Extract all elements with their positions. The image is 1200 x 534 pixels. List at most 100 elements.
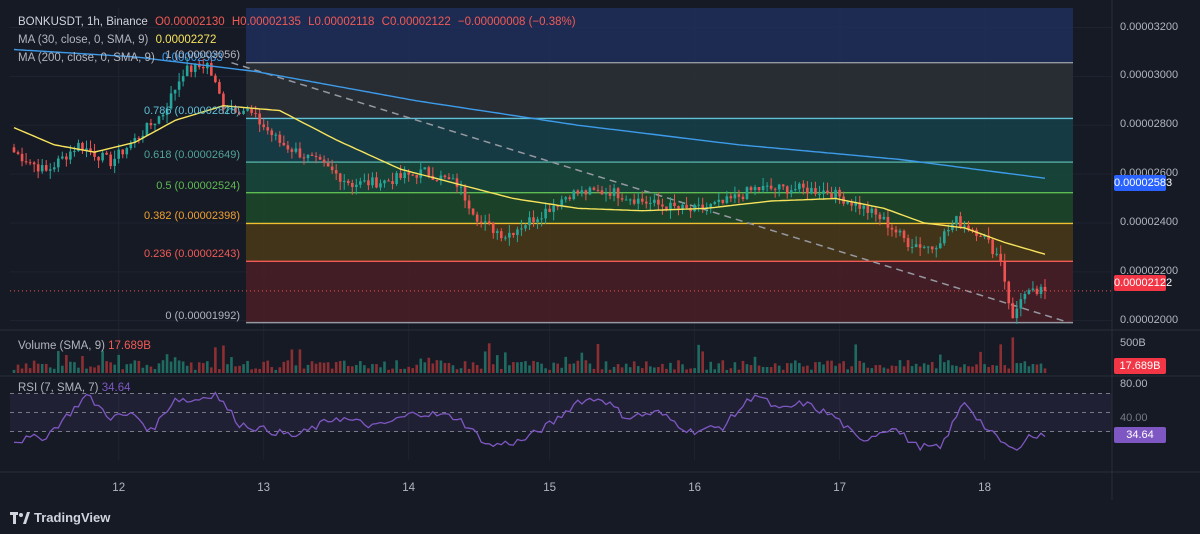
date-tick-0: 12: [112, 482, 126, 494]
volume-bar: [926, 364, 930, 373]
candle-body: [620, 198, 624, 200]
volume-bar: [649, 366, 652, 373]
candle-body: [701, 204, 704, 209]
volume-bar: [576, 360, 580, 373]
volume-value: 17.689B: [108, 340, 151, 352]
fib-label-4: 0.382 (0.00002398): [143, 210, 240, 223]
candle-body: [943, 231, 946, 244]
candle-body: [387, 180, 390, 182]
volume-bar: [733, 362, 737, 373]
volume-bar: [121, 369, 125, 373]
volume-bar: [914, 363, 918, 373]
candle-body: [894, 229, 898, 233]
volume-bar: [951, 365, 954, 373]
candle-body: [608, 192, 612, 196]
candle-body: [898, 230, 902, 233]
candle-body: [685, 204, 688, 209]
candle-body: [657, 199, 660, 205]
fib-zone-top: [246, 8, 1073, 63]
candle-body: [653, 199, 656, 203]
volume-bar: [371, 364, 374, 373]
candle-body: [157, 116, 161, 124]
candle-body: [983, 235, 986, 237]
volume-bar: [564, 356, 568, 373]
candle-body: [721, 199, 725, 203]
candle-body: [636, 198, 640, 204]
candle-body: [556, 205, 559, 207]
volume-bar: [959, 367, 962, 373]
volume-bar: [810, 369, 813, 373]
candle-body: [435, 179, 439, 181]
candle-body: [858, 202, 862, 209]
candle-body: [628, 199, 632, 201]
candle-body: [350, 183, 354, 188]
candle-body: [129, 143, 133, 149]
candle-body: [918, 244, 922, 248]
candle-body: [65, 156, 68, 160]
volume-bar: [459, 368, 463, 373]
candle-body: [77, 142, 80, 152]
candle-body: [57, 158, 60, 168]
candle-body: [830, 193, 833, 199]
volume-bar: [971, 366, 974, 373]
candle-body: [1035, 288, 1039, 294]
candle-body: [604, 192, 608, 195]
candle-body: [379, 183, 382, 188]
volume-bar: [214, 347, 217, 373]
volume-bar: [604, 361, 608, 373]
volume-bar: [995, 365, 998, 373]
volume-bar: [197, 362, 201, 373]
candle-body: [644, 201, 648, 204]
volume-bar: [57, 351, 60, 373]
candle-body: [540, 218, 543, 220]
volume-bar: [846, 369, 849, 373]
volume-bar: [802, 366, 805, 373]
candle-body: [640, 198, 644, 202]
candle-body: [552, 205, 555, 212]
candle-body: [729, 196, 733, 199]
volume-bar: [161, 360, 165, 373]
volume-bar: [636, 366, 640, 373]
volume-bar: [842, 361, 845, 373]
volume-bar: [1043, 368, 1047, 373]
candle-body: [520, 228, 523, 230]
volume-bar: [749, 365, 753, 373]
candle-body: [93, 151, 96, 157]
fib-zone-4: [246, 223, 1073, 262]
price-tick-6: 0.00002000: [1120, 313, 1179, 326]
candle-body: [330, 166, 334, 171]
candle-body: [338, 173, 342, 182]
candle-body: [169, 93, 173, 109]
candle-body: [773, 188, 777, 190]
candle-body: [399, 173, 402, 179]
candle-body: [834, 189, 837, 199]
candle-body: [661, 204, 664, 207]
candle-body: [854, 202, 858, 206]
moving-averages: [13, 48, 1046, 255]
volume-bar: [665, 368, 668, 373]
volume-bar: [705, 369, 709, 373]
rsi-line: [13, 391, 1046, 452]
candle-body: [258, 113, 261, 125]
volume-bar: [125, 364, 129, 373]
candle-body: [314, 155, 318, 157]
volume-bar: [326, 362, 330, 373]
volume-bar: [822, 364, 825, 373]
candle-body: [725, 196, 729, 203]
candle-body: [588, 187, 592, 195]
volume-bar: [28, 368, 32, 373]
candle-body: [85, 148, 88, 151]
volume-bar: [757, 365, 761, 373]
volume-label: Volume (SMA, 9): [18, 340, 105, 352]
candle-body: [814, 188, 817, 194]
volume-bar: [689, 368, 692, 373]
tradingview-logo[interactable]: TradingView: [10, 510, 110, 525]
price-tick-4: 0.00002400: [1120, 215, 1179, 228]
volume-bar: [536, 361, 539, 373]
candle-body: [612, 188, 616, 196]
volume-bar: [930, 361, 934, 373]
ma200-price-tag: 0.00002583: [1114, 175, 1173, 191]
candle-body: [177, 81, 181, 90]
candle-body: [210, 63, 213, 76]
